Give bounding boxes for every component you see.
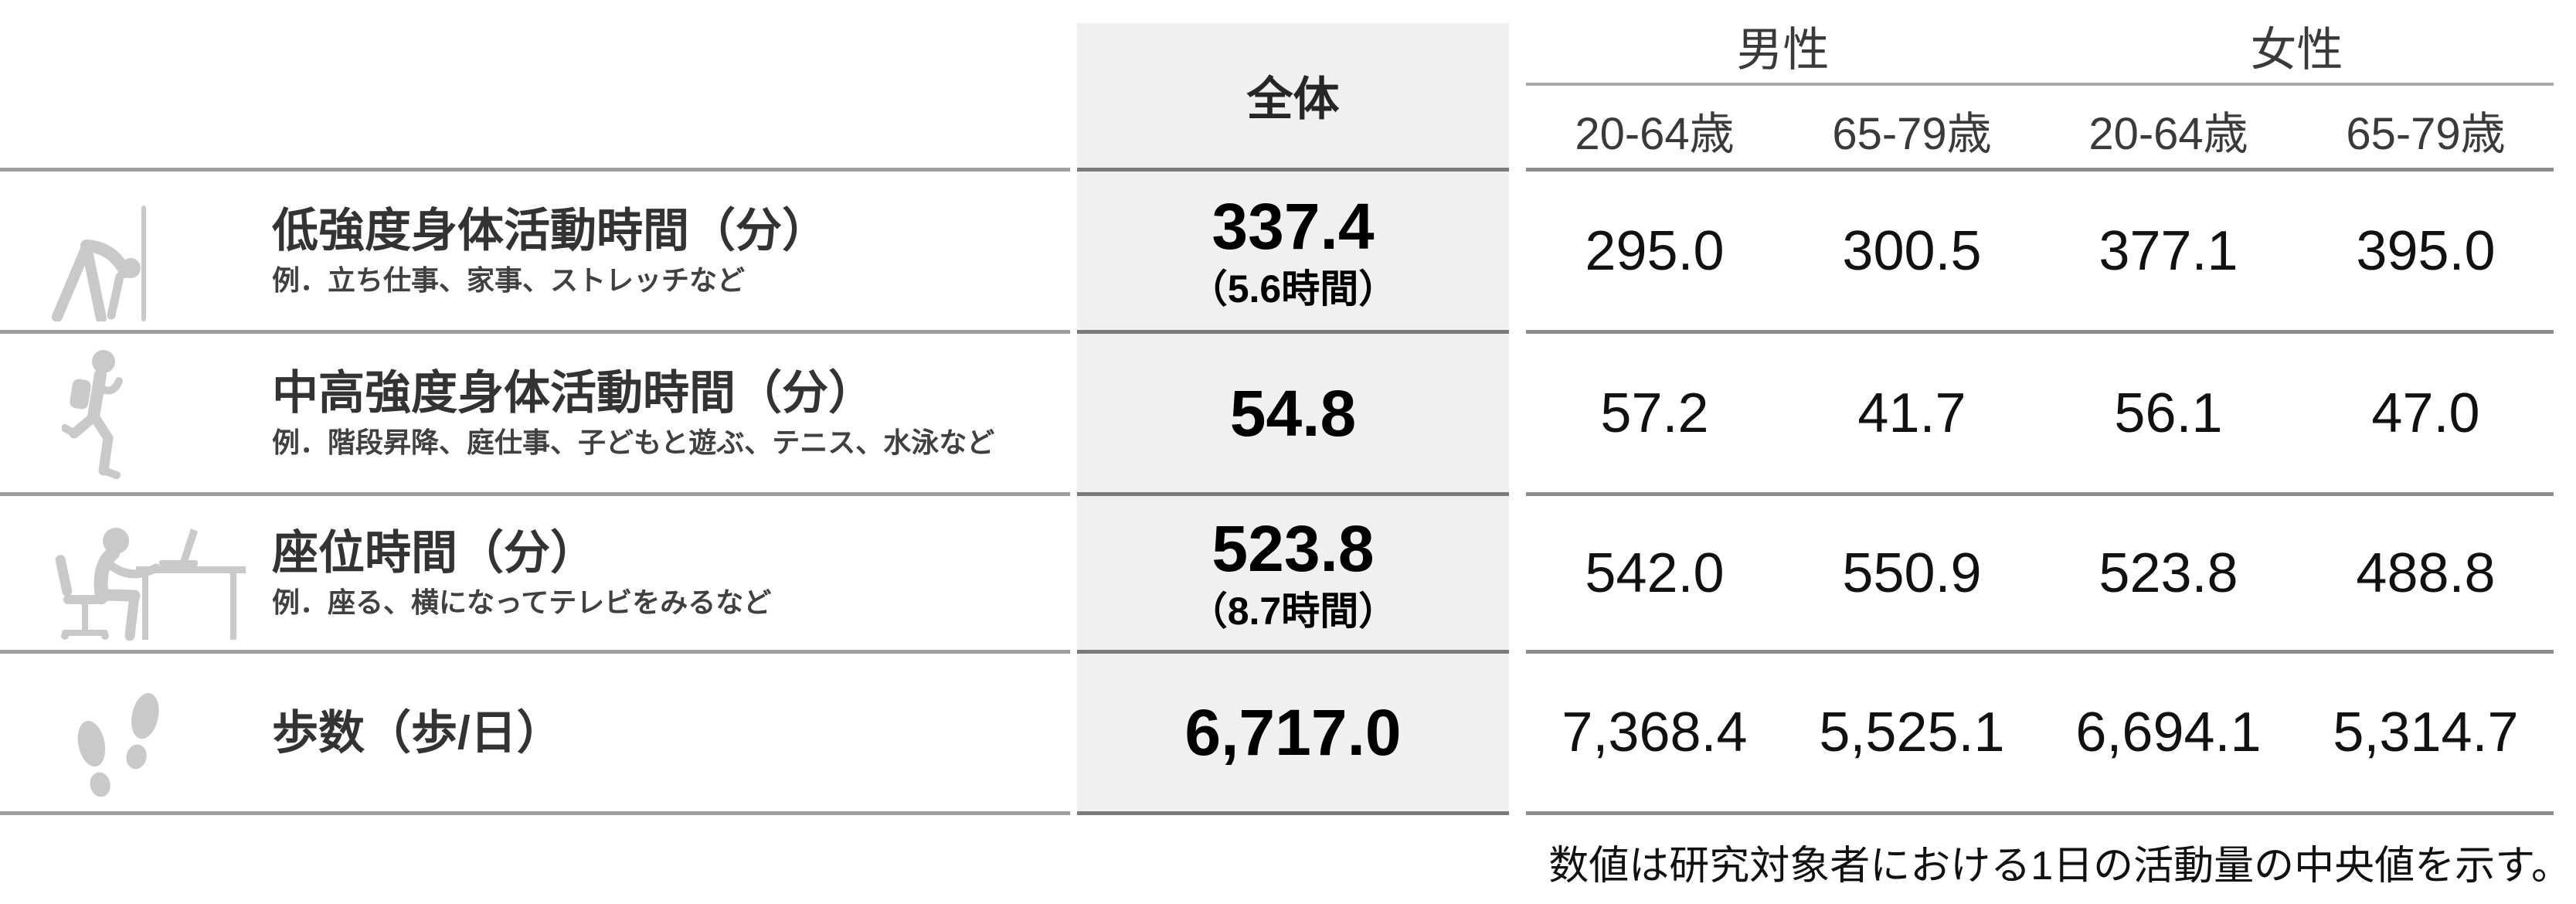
- value-cell-female-65-79: 488.8: [2356, 542, 2496, 604]
- overall-value: 337.4: [1212, 189, 1375, 263]
- gender-underline: [1526, 83, 2554, 86]
- row-label-block: 座位時間（分） 例．座る、横になってテレビをみるなど: [272, 496, 771, 650]
- row-title: 歩数（歩/日）: [272, 706, 563, 759]
- overall-value-cell: 6,717.0: [1077, 654, 1509, 811]
- row-subtitle: 例．座る、横になってテレビをみるなど: [272, 586, 772, 619]
- overall-value-cell: 54.8: [1077, 334, 1509, 492]
- footprints-svg: [77, 693, 159, 797]
- table-row-mvpa: 中高強度身体活動時間（分） 例．階段昇降、庭仕事、子どもと遊ぶ、テニス、水泳など…: [0, 334, 2576, 492]
- row-title: 中高強度身体活動時間（分）: [272, 367, 875, 420]
- sitting-at-desk-icon: [54, 524, 247, 645]
- header-rule-right: [1526, 168, 2554, 172]
- male-group-header: 男性: [1736, 24, 1830, 76]
- overall-value: 523.8: [1212, 511, 1375, 585]
- header-rule-center: [1077, 168, 1509, 172]
- overall-value: 54.8: [1229, 376, 1357, 450]
- row3-rule-center: [1077, 650, 1509, 654]
- age-column-header-female-20-64: 20-64歳: [2088, 108, 2248, 159]
- value-cell-female-65-79: 5,314.7: [2333, 702, 2519, 763]
- running-person-icon: [61, 348, 139, 488]
- value-cell-female-65-79: 395.0: [2356, 219, 2496, 282]
- row-subtitle: 例．階段昇降、庭仕事、子どもと遊ぶ、テニス、水泳など: [272, 427, 995, 459]
- overall-value-cell: 523.8 （8.7時間）: [1077, 496, 1509, 650]
- row4-rule-left: [0, 811, 1070, 815]
- footprints-icon: [73, 691, 164, 807]
- overall-value-cell: 337.4 （5.6時間）: [1077, 172, 1509, 330]
- overall-value-hours: （5.6時間）: [1188, 267, 1398, 311]
- row-label-block: 歩数（歩/日）: [272, 654, 563, 811]
- header-rule-left: [0, 168, 1070, 172]
- row2-rule-left: [0, 492, 1070, 496]
- overall-column-header: 全体: [1246, 73, 1340, 125]
- row1-rule-left: [0, 330, 1070, 334]
- value-cell-female-20-64: 56.1: [2114, 382, 2223, 444]
- value-cell-male-20-64: 542.0: [1585, 542, 1725, 604]
- stretching-person-svg: [52, 206, 146, 324]
- row-label-block: 低強度身体活動時間（分） 例．立ち仕事、家事、ストレッチなど: [272, 172, 828, 330]
- value-cell-male-20-64: 295.0: [1585, 219, 1725, 282]
- table-row-light-activity: 低強度身体活動時間（分） 例．立ち仕事、家事、ストレッチなど 337.4 （5.…: [0, 172, 2576, 330]
- value-cell-male-20-64: 57.2: [1600, 382, 1709, 444]
- value-cell-female-20-64: 523.8: [2099, 542, 2238, 604]
- row-label-block: 中高強度身体活動時間（分） 例．階段昇降、庭仕事、子どもと遊ぶ、テニス、水泳など: [272, 334, 994, 492]
- footnote: 数値は研究対象者における1日の活動量の中央値を示す。: [1548, 844, 2571, 889]
- row4-rule-center: [1077, 811, 1509, 815]
- value-cell-male-65-79: 300.5: [1842, 219, 1982, 282]
- value-cell-male-20-64: 7,368.4: [1562, 702, 1748, 763]
- row2-rule-right: [1526, 492, 2554, 496]
- female-group-header: 女性: [2250, 24, 2343, 76]
- value-cell-female-20-64: 6,694.1: [2075, 702, 2262, 763]
- value-cell-female-65-79: 47.0: [2371, 382, 2480, 444]
- value-cell-male-65-79: 550.9: [1842, 542, 1982, 604]
- age-column-header-female-65-79: 65-79歳: [2346, 108, 2506, 159]
- row2-rule-center: [1077, 492, 1509, 496]
- running-person-svg: [61, 350, 123, 479]
- table-row-sitting: 座位時間（分） 例．座る、横になってテレビをみるなど 523.8 （8.7時間）…: [0, 496, 2576, 650]
- value-cell-female-20-64: 377.1: [2099, 219, 2238, 282]
- row1-rule-right: [1526, 330, 2554, 334]
- row-title: 低強度身体活動時間（分）: [272, 205, 828, 257]
- age-column-header-male-20-64: 20-64歳: [1575, 108, 1735, 159]
- row-title: 座位時間（分）: [272, 527, 596, 579]
- value-cell-male-65-79: 5,525.1: [1819, 702, 2005, 763]
- table-row-steps: 歩数（歩/日） 6,717.0 7,368.4 5,525.1 6,694.1 …: [0, 654, 2576, 811]
- value-cell-male-65-79: 41.7: [1857, 382, 1966, 444]
- overall-value: 6,717.0: [1184, 696, 1402, 769]
- overall-column-background: [1077, 23, 1509, 814]
- sitting-at-desk-svg: [55, 528, 246, 641]
- stretching-person-icon: [43, 206, 171, 325]
- row3-rule-right: [1526, 650, 2554, 654]
- age-column-header-male-65-79: 65-79歳: [1832, 108, 1992, 159]
- row-subtitle: 例．立ち仕事、家事、ストレッチなど: [272, 264, 746, 297]
- row1-rule-center: [1077, 330, 1509, 334]
- row4-rule-right: [1526, 811, 2554, 815]
- row3-rule-left: [0, 650, 1070, 654]
- overall-value-hours: （8.7時間）: [1188, 589, 1398, 633]
